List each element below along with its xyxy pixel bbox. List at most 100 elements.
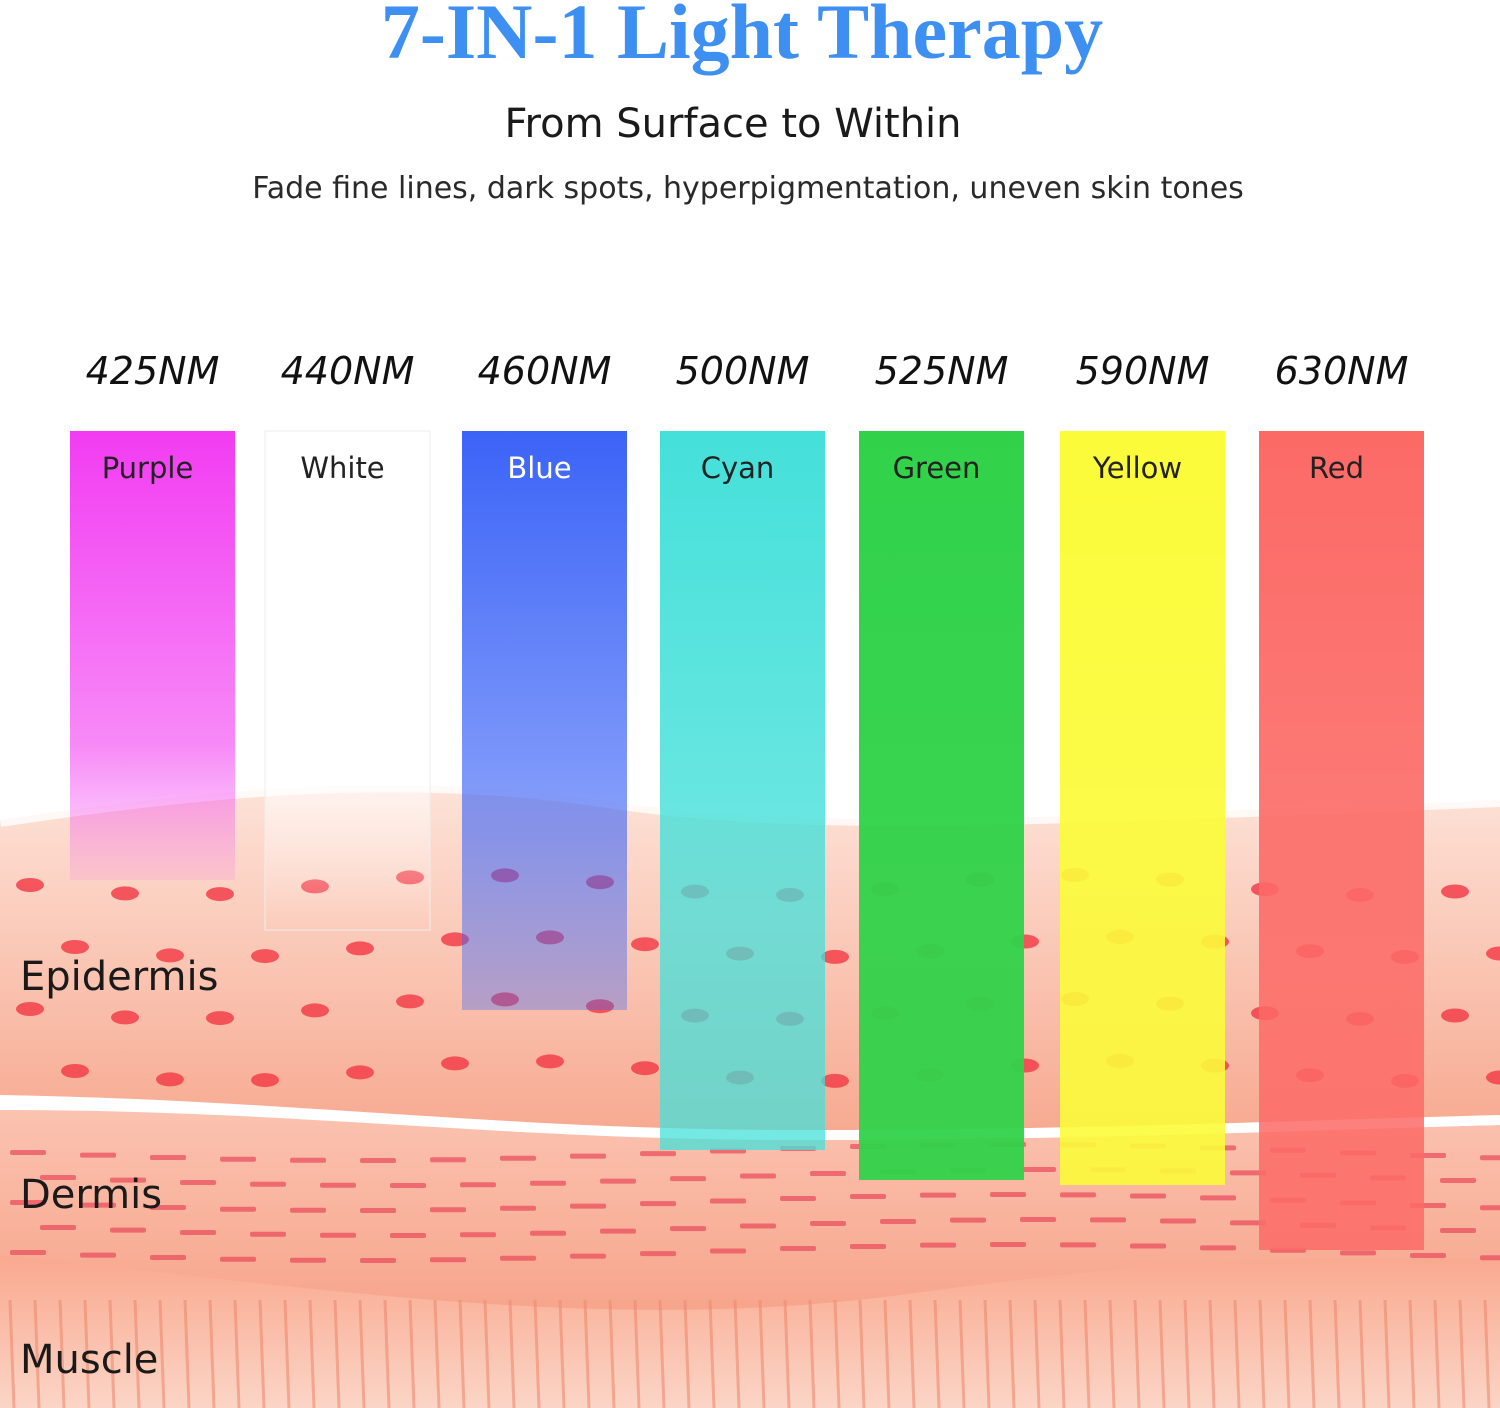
cell <box>111 886 139 901</box>
fiber <box>810 1220 846 1226</box>
fiber <box>990 1242 1026 1248</box>
band-name: Cyan <box>701 451 775 485</box>
fiber <box>920 1242 956 1248</box>
fiber <box>220 1256 256 1262</box>
fiber <box>950 1217 986 1223</box>
cell <box>61 1064 89 1078</box>
muscle-fiber <box>983 1299 991 1408</box>
cell <box>631 937 659 952</box>
muscle-fiber <box>883 1299 891 1408</box>
muscle-fiber <box>283 1299 291 1408</box>
layer-label: Muscle <box>20 1337 158 1383</box>
fiber <box>1060 1192 1096 1198</box>
cell <box>206 887 234 902</box>
fiber <box>10 1250 46 1255</box>
cell <box>111 1010 139 1025</box>
muscle-fiber <box>1283 1299 1291 1408</box>
muscle-fiber <box>958 1299 966 1408</box>
band-name: Green <box>893 451 981 485</box>
cell <box>301 1003 329 1018</box>
muscle-fiber <box>833 1299 841 1408</box>
fiber <box>850 1243 886 1249</box>
muscle-fiber <box>683 1299 691 1408</box>
fiber <box>780 1245 816 1251</box>
cell <box>156 948 184 963</box>
muscle-fiber <box>758 1299 766 1408</box>
fiber <box>1410 1252 1446 1258</box>
fiber <box>530 1180 566 1186</box>
muscle-fiber <box>1458 1299 1466 1408</box>
fiber <box>320 1232 356 1238</box>
muscle-fiber <box>183 1299 191 1408</box>
fiber <box>1130 1193 1166 1199</box>
muscle-fiber <box>1308 1299 1316 1408</box>
cell <box>346 941 374 956</box>
cell <box>16 1002 44 1016</box>
wavelength-label: 425NM <box>86 349 220 393</box>
fiber <box>80 1252 116 1258</box>
cell <box>821 949 849 964</box>
wavelength-label: 460NM <box>478 349 612 393</box>
fiber <box>740 1173 776 1179</box>
fiber <box>500 1205 536 1211</box>
light-band <box>70 431 235 880</box>
light-bands: 425NM Purple 440NM White 460NM Blue 500NM Cyan 5… <box>70 349 1424 1250</box>
fiber <box>1440 1227 1476 1233</box>
fiber <box>780 1195 816 1201</box>
band-name: Red <box>1309 451 1364 485</box>
muscle-fiber <box>1083 1299 1091 1408</box>
fiber <box>920 1192 956 1198</box>
fiber <box>290 1157 326 1163</box>
fiber <box>250 1231 286 1237</box>
fiber <box>430 1157 466 1163</box>
light-band <box>859 431 1024 1180</box>
fiber <box>180 1229 216 1235</box>
fiber <box>740 1223 776 1229</box>
muscle-layer <box>0 1250 1500 1408</box>
band-name: Yellow <box>1092 451 1182 485</box>
light-band <box>1259 431 1424 1250</box>
fiber <box>1060 1242 1096 1248</box>
fiber <box>640 1251 676 1257</box>
light-band <box>462 431 627 1010</box>
muscle-fiber <box>483 1299 491 1408</box>
fiber <box>40 1175 76 1180</box>
muscle-fiber <box>233 1299 241 1408</box>
muscle-fiber <box>933 1299 941 1408</box>
layer-label: Epidermis <box>20 954 218 1000</box>
fiber <box>1090 1217 1126 1223</box>
muscle-fiber <box>533 1299 541 1408</box>
fiber <box>1480 1205 1500 1211</box>
fiber <box>80 1152 116 1158</box>
muscle-fiber <box>58 1299 66 1408</box>
fiber <box>1020 1217 1056 1223</box>
band-name: Purple <box>102 451 194 485</box>
fiber <box>1200 1195 1236 1201</box>
fiber <box>390 1232 426 1238</box>
cell <box>346 1065 374 1080</box>
fiber <box>570 1253 606 1259</box>
muscle-fiber <box>708 1299 716 1408</box>
muscle-fiber <box>1233 1299 1241 1408</box>
description: Fade fine lines, dark spots, hyperpigmen… <box>252 171 1244 206</box>
fiber <box>110 1177 146 1183</box>
cell <box>16 878 44 892</box>
wavelength-label: 590NM <box>1076 349 1210 393</box>
cell <box>631 1061 659 1076</box>
fiber <box>570 1153 606 1159</box>
fiber <box>1340 1250 1376 1256</box>
fiber <box>40 1225 76 1230</box>
muscle-fiber <box>1058 1299 1066 1408</box>
band-name: White <box>300 451 384 485</box>
muscle-fiber <box>1483 1299 1491 1408</box>
muscle-fiber <box>1158 1299 1166 1408</box>
fiber <box>10 1150 46 1155</box>
muscle-fiber <box>1383 1299 1391 1408</box>
subtitle: From Surface to Within <box>504 101 961 147</box>
muscle-fiber <box>158 1299 166 1408</box>
fiber <box>810 1170 846 1176</box>
fiber <box>80 1202 116 1208</box>
muscle-fiber <box>733 1299 741 1408</box>
muscle-fiber <box>1408 1299 1416 1408</box>
